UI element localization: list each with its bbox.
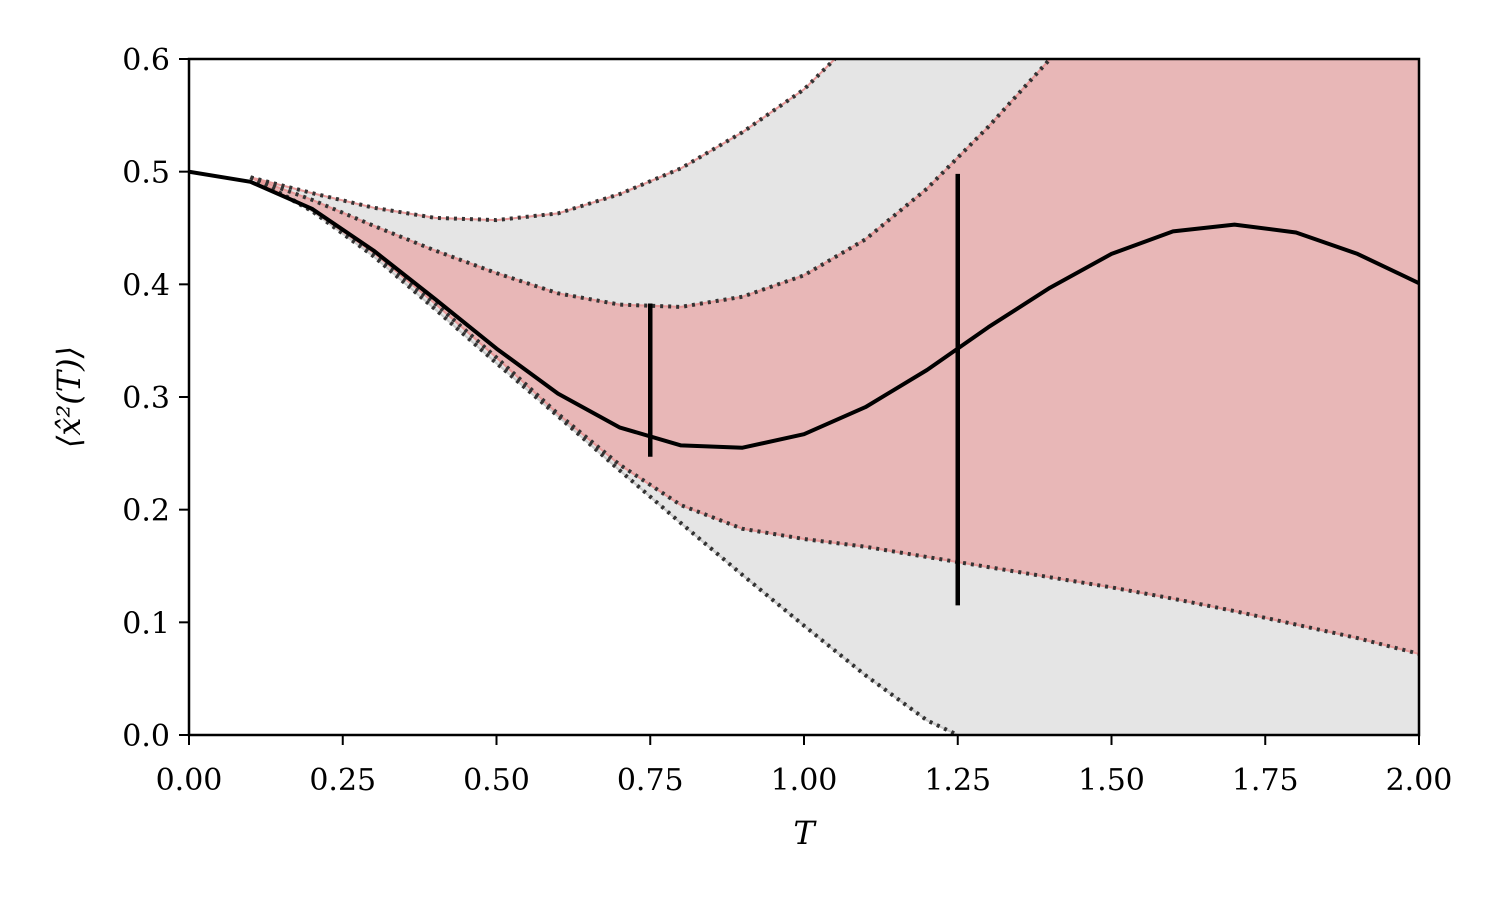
- x-tick-label: 1.50: [1078, 763, 1145, 798]
- x-tick-label: 2.00: [1386, 763, 1453, 798]
- plot-area: [189, 59, 1419, 735]
- x-tick-label: 0.75: [617, 763, 684, 798]
- y-tick-label: 0.6: [122, 43, 170, 78]
- x-axis-ticks: 0.00 0.25 0.50 0.75 1.00 1.25 1.50 1.75 2.00: [156, 735, 1453, 798]
- outer-band-upper-bound-line: [250, 59, 837, 223]
- mean-series-line: [189, 169, 1419, 450]
- y-axis-ticks: 0.0 0.1 0.2 0.3 0.4 0.5 0.6: [122, 43, 189, 754]
- y-tick-label: 0.1: [122, 606, 170, 641]
- y-tick-label: 0.4: [122, 268, 170, 303]
- x-axis-label: T: [793, 814, 817, 852]
- x-tick-label: 0.50: [463, 763, 530, 798]
- error-bars: [648, 173, 960, 606]
- y-axis-label: ⟨x̂²(T)⟩: [50, 346, 88, 448]
- x-tick-label: 1.00: [771, 763, 838, 798]
- x-tick-label: 0.00: [156, 763, 223, 798]
- outer-band-lower-bound-line: [249, 175, 959, 735]
- y-tick-label: 0.3: [122, 381, 170, 416]
- y-tick-label: 0.5: [122, 156, 170, 191]
- x-tick-label: 0.25: [309, 763, 376, 798]
- y-tick-label: 0.2: [122, 494, 170, 529]
- inner-band-lower-bound-line: [249, 175, 1419, 656]
- x-tick-label: 1.25: [924, 763, 991, 798]
- x-tick-label: 1.75: [1232, 763, 1299, 798]
- y-tick-label: 0.0: [122, 719, 170, 754]
- inner-band-fill: [250, 59, 1419, 654]
